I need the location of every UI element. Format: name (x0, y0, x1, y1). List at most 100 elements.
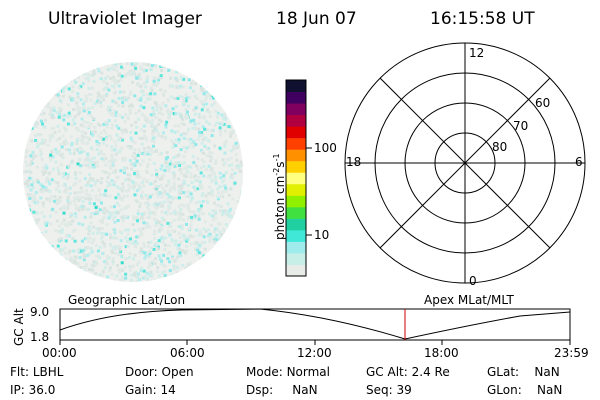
uv-pixel (177, 231, 181, 235)
uv-pixel (96, 160, 100, 164)
uv-pixel (93, 212, 97, 216)
uv-pixel (110, 156, 114, 160)
uv-pixel (115, 236, 119, 240)
uv-pixel (99, 77, 103, 81)
uv-pixel (233, 171, 237, 175)
uv-pixel (194, 178, 198, 182)
uv-pixel (137, 83, 141, 87)
uv-pixel (137, 72, 141, 76)
uv-pixel (124, 130, 128, 134)
uv-pixel (63, 126, 67, 130)
uv-pixel (185, 239, 189, 243)
uv-pixel (43, 167, 47, 171)
uv-pixel (56, 93, 60, 97)
uv-pixel (133, 273, 137, 277)
uv-pixel (96, 164, 99, 168)
uv-pixel (108, 111, 112, 115)
uv-pixel (111, 261, 115, 265)
uv-pixel (208, 237, 212, 241)
uv-pixel (155, 221, 159, 225)
uv-pixel (175, 70, 179, 74)
uv-pixel (110, 159, 114, 163)
uv-pixel (198, 130, 202, 134)
uv-pixel (87, 86, 91, 90)
uv-pixel (27, 179, 31, 183)
uv-pixel (114, 119, 117, 123)
uv-pixel (73, 239, 77, 243)
uv-pixel (111, 99, 115, 103)
uv-pixel (191, 78, 195, 82)
uv-pixel (170, 185, 174, 189)
uv-pixel (96, 179, 100, 182)
colorbar-segment (286, 80, 306, 93)
uv-pixel (149, 263, 153, 267)
uv-pixel (193, 122, 197, 126)
uv-pixel (82, 256, 86, 259)
uv-pixel (102, 232, 106, 236)
uv-pixel (133, 243, 137, 247)
uv-pixel (51, 155, 55, 159)
uv-pixel (91, 130, 95, 133)
uv-pixel (107, 119, 111, 122)
uv-pixel (172, 142, 176, 145)
uv-pixel (190, 219, 194, 222)
uv-pixel (150, 173, 154, 177)
uv-pixel (86, 141, 90, 144)
uv-pixel (113, 215, 117, 219)
uv-pixel (177, 124, 181, 128)
uv-pixel (186, 164, 189, 168)
uv-pixel (102, 137, 106, 141)
uv-pixel (173, 155, 177, 159)
uv-pixel (117, 126, 121, 130)
uv-pixel (87, 111, 91, 114)
uv-pixel (120, 216, 124, 219)
uv-pixel (212, 201, 216, 205)
uv-pixel (71, 90, 75, 94)
uv-pixel (45, 180, 48, 184)
uv-pixel (76, 162, 80, 166)
uv-pixel (203, 240, 207, 244)
uv-pixel (127, 228, 130, 232)
uv-pixel (73, 196, 77, 200)
uv-pixel (114, 247, 117, 251)
uv-pixel (146, 244, 150, 248)
uv-pixel (130, 123, 134, 127)
uv-pixel (144, 254, 148, 258)
uv-pixel (161, 235, 165, 239)
uv-pixel (153, 92, 157, 96)
uv-pixel (87, 225, 91, 229)
uv-pixel (101, 270, 105, 273)
uv-pixel (181, 96, 185, 99)
uv-pixel (211, 193, 215, 197)
uv-pixel (77, 86, 81, 90)
uv-pixel (126, 117, 130, 121)
uv-pixel (46, 104, 49, 108)
uv-pixel (62, 184, 66, 187)
uv-pixel (189, 175, 193, 179)
uv-pixel (166, 257, 170, 261)
uv-pixel (94, 272, 98, 276)
uv-pixel (99, 136, 103, 140)
uv-pixel (173, 208, 177, 212)
uv-pixel (139, 137, 143, 141)
uv-pixel (152, 79, 156, 83)
uv-pixel (220, 205, 223, 209)
uv-pixel (174, 105, 178, 109)
uv-pixel (139, 202, 143, 206)
uv-pixel (96, 95, 100, 99)
uv-pixel (30, 126, 34, 130)
uv-pixel (112, 183, 116, 187)
uv-pixel (116, 192, 120, 196)
uv-pixel (62, 218, 66, 222)
uv-pixel (173, 239, 177, 243)
uv-pixel (211, 218, 215, 222)
colorbar-segment (286, 126, 306, 139)
uv-pixel (221, 116, 225, 119)
uv-pixel (92, 79, 96, 83)
uv-pixel (182, 132, 186, 135)
uv-pixel (146, 165, 149, 169)
uv-pixel (77, 208, 81, 212)
uv-pixel (88, 137, 92, 141)
uv-pixel (102, 242, 106, 246)
uv-pixel (81, 207, 84, 211)
